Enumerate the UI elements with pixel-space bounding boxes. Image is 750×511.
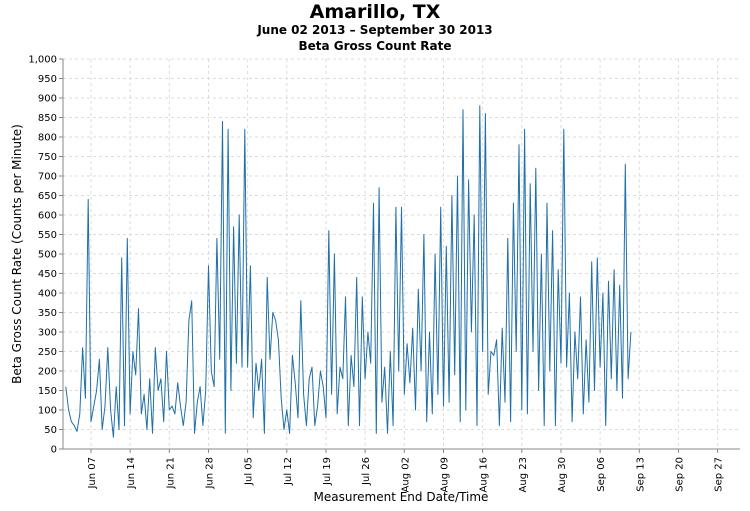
x-tick-label: Sep 27 bbox=[714, 457, 725, 492]
y-tick-label: 350 bbox=[38, 308, 57, 319]
y-tick-label: 950 bbox=[38, 74, 57, 85]
x-tick-label: Jun 07 bbox=[87, 457, 98, 490]
x-tick-label: Aug 30 bbox=[557, 457, 568, 492]
y-tick-label: 450 bbox=[38, 269, 57, 280]
y-tick-label: 800 bbox=[38, 133, 57, 144]
x-tick-label: Jun 21 bbox=[165, 457, 176, 490]
y-axis-label: Beta Gross Count Rate (Counts per Minute… bbox=[10, 124, 24, 384]
y-tick-label: 50 bbox=[44, 425, 57, 436]
y-tick-label: 150 bbox=[38, 386, 57, 397]
y-tick-label: 900 bbox=[38, 94, 57, 105]
x-tick-label: Aug 09 bbox=[439, 457, 450, 492]
y-tick-label: 700 bbox=[38, 172, 57, 183]
y-tick-label: 100 bbox=[38, 406, 57, 417]
x-tick-label: Aug 02 bbox=[400, 457, 411, 492]
chart-title: Amarillo, TX bbox=[309, 1, 441, 23]
x-tick-label: Jun 14 bbox=[126, 457, 137, 490]
y-tick-label: 400 bbox=[38, 289, 57, 300]
y-tick-label: 850 bbox=[38, 113, 57, 124]
y-tick-label: 750 bbox=[38, 152, 57, 163]
chart-subtitle-dates: June 02 2013 – September 30 2013 bbox=[257, 23, 493, 37]
y-tick-label: 550 bbox=[38, 230, 57, 241]
x-tick-label: Aug 23 bbox=[518, 457, 529, 492]
x-tick-label: Sep 20 bbox=[674, 457, 685, 492]
x-tick-label: Jul 12 bbox=[283, 457, 294, 486]
y-axis: 0 50 100 150 200 250 300 350 400 450 500 550 600 650 7… bbox=[28, 55, 63, 456]
y-tick-label: 1,000 bbox=[28, 55, 57, 66]
series-group bbox=[65, 105, 632, 438]
x-tick-label: Sep 13 bbox=[635, 457, 646, 492]
y-tick-label: 250 bbox=[38, 347, 57, 358]
series-line-0 bbox=[65, 105, 632, 438]
y-tick-label: 300 bbox=[38, 328, 57, 339]
x-tick-label: Jul 26 bbox=[361, 457, 372, 486]
y-tick-label: 650 bbox=[38, 191, 57, 202]
x-axis-label: Measurement End Date/Time bbox=[314, 490, 489, 504]
y-tick-label: 200 bbox=[38, 367, 57, 378]
y-tick-label: 0 bbox=[51, 445, 57, 456]
x-tick-label: Sep 06 bbox=[596, 457, 607, 492]
x-tick-label: Jul 19 bbox=[322, 457, 333, 486]
x-tick-label: Aug 16 bbox=[479, 457, 490, 492]
chart-subtitle-measure: Beta Gross Count Rate bbox=[298, 39, 452, 53]
y-tick-label: 600 bbox=[38, 211, 57, 222]
y-tick-label: 500 bbox=[38, 250, 57, 261]
x-axis: Jun 07 Jun 14 Jun 21 Jun 28 Jul 05 Jul 12 Jul … bbox=[87, 449, 725, 492]
x-tick-label: Jul 05 bbox=[244, 457, 255, 486]
x-tick-label: Jun 28 bbox=[204, 457, 215, 490]
